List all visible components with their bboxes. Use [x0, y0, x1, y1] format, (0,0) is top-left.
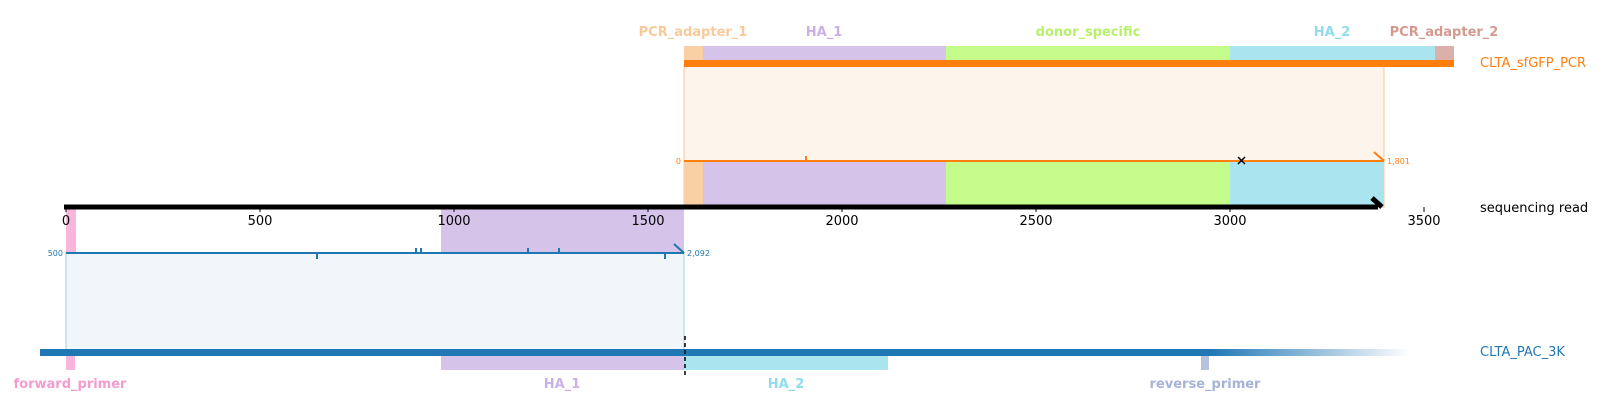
feature-label-donor-specific: donor_specific: [1036, 25, 1141, 40]
bottom-feature-block-reverse-primer: [1201, 356, 1209, 370]
mismatch-x-icon: [1237, 156, 1246, 165]
x-axis: 0 500 1000 1500 2000 2500 3000 3500: [62, 207, 1441, 229]
feature-label-ha-2-bottom: HA_2: [768, 377, 805, 392]
feature-label-ha-2-top: HA_2: [1314, 25, 1351, 40]
read-feature-ha-1-top: [703, 161, 946, 207]
bottom-alignment-end-label: 2,092: [687, 249, 710, 258]
read-feature-ha-1-bottom: [441, 207, 684, 253]
x-axis-tick-label: 1500: [631, 214, 664, 229]
top-reference-name: CLTA_sfGFP_PCR: [1480, 56, 1586, 71]
bottom-alignment-region: [65, 252, 685, 354]
bottom-alignment-arrow-icon: [673, 243, 685, 254]
bottom-alignment-start-label: 500: [48, 249, 63, 258]
x-axis-tick-label: 500: [248, 214, 273, 229]
feature-label-pcr-adapter-1: PCR_adapter_1: [639, 25, 748, 40]
bottom-reference-name: CLTA_PAC_3K: [1480, 345, 1565, 360]
top-reference-bar: [684, 60, 1454, 67]
bottom-reference-bar: [40, 349, 1210, 356]
read-feature-ha-2-top: [1230, 161, 1384, 207]
read-feature-pcr-adapter-1: [684, 161, 703, 207]
x-axis-tick-label: 0: [62, 214, 70, 229]
x-axis-tick-label: 2500: [1019, 214, 1052, 229]
bottom-reference-bar-fade: [1210, 349, 1410, 356]
top-feature-block-pcr-adapter-2: [1435, 46, 1454, 60]
top-feature-block-ha-1: [703, 46, 946, 60]
top-alignment-arrow-icon: [1373, 151, 1385, 162]
read-arrow-icon: [1370, 196, 1384, 209]
x-axis-tick-label: 3000: [1213, 214, 1246, 229]
feature-label-reverse-primer: reverse_primer: [1150, 377, 1262, 392]
feature-label-pcr-adapter-2: PCR_adapter_2: [1390, 25, 1499, 40]
feature-label-ha-1-top: HA_1: [806, 25, 843, 40]
top-feature-block-pcr-adapter-1: [684, 46, 703, 60]
sequencing-read-label: sequencing read: [1480, 201, 1588, 216]
top-alignment-start-label: 0: [676, 157, 681, 166]
top-feature-block-donor-specific: [946, 46, 1230, 60]
feature-label-ha-1-bottom: HA_1: [544, 377, 581, 392]
top-feature-block-ha-2: [1230, 46, 1435, 60]
feature-label-forward-primer: forward_primer: [14, 377, 128, 392]
bottom-feature-block-forward-primer: [66, 356, 75, 370]
bottom-feature-block-ha-2: [684, 356, 888, 370]
bottom-feature-block-ha-1: [441, 356, 684, 370]
x-axis-tick-label: 1000: [437, 214, 470, 229]
read-feature-donor-specific: [946, 161, 1230, 207]
top-alignment-end-label: 1,801: [1387, 157, 1410, 166]
x-axis-tick-label: 2000: [825, 214, 858, 229]
x-axis-tick-label: 3500: [1407, 214, 1440, 229]
read-feature-forward-primer: [66, 207, 76, 253]
